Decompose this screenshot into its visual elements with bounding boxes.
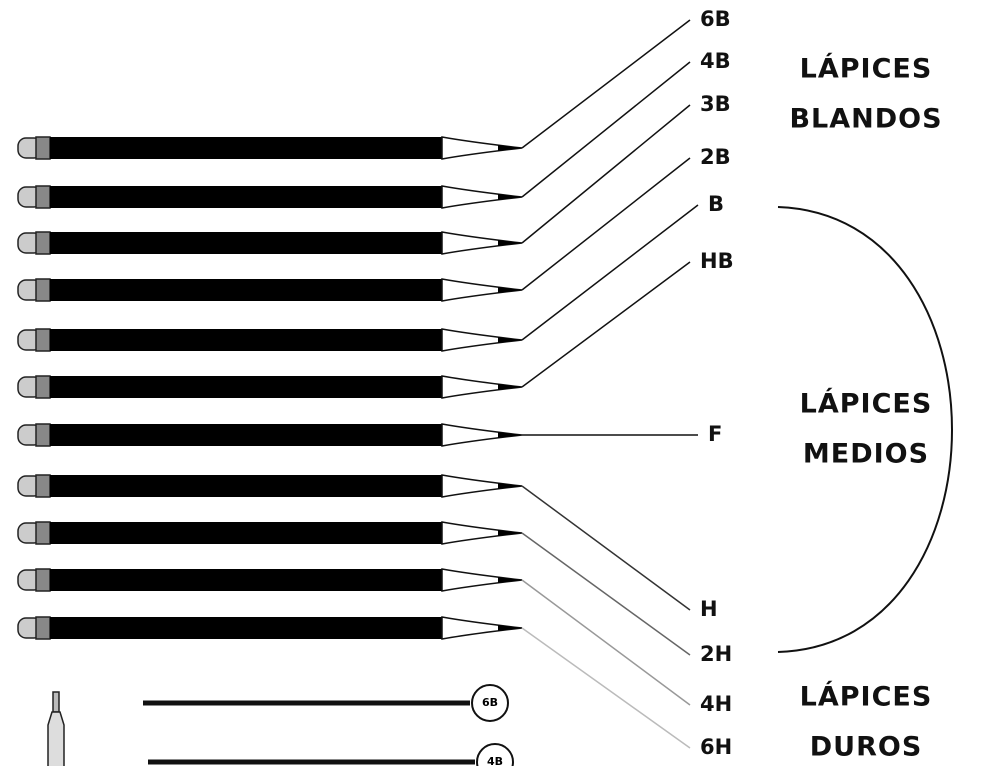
grade-label: 6B	[700, 7, 731, 31]
leader-line	[522, 486, 690, 610]
leader-line	[522, 105, 690, 243]
pencil-ferrule	[36, 329, 50, 351]
leader-line	[522, 533, 690, 655]
pencil	[18, 424, 522, 446]
pencil-ferrule	[36, 475, 50, 497]
pencil-body	[50, 137, 442, 159]
pencil-ferrule	[36, 137, 50, 159]
group-label: LÁPICES	[800, 53, 933, 85]
pencil-body	[50, 475, 442, 497]
pencil-grades-diagram: 6B 4B 3B 2B B HB F H 2H 4H 6H LÁPICES BLANDOS LÁPICES…	[0, 0, 983, 766]
leader-line	[522, 628, 690, 748]
pencil	[18, 232, 522, 254]
grade-label: 6H	[700, 735, 732, 759]
pencil-ferrule	[36, 232, 50, 254]
leader-line	[522, 205, 698, 340]
pencil-ferrule	[36, 376, 50, 398]
pencil-body	[50, 232, 442, 254]
group-label: MEDIOS	[803, 439, 929, 470]
grade-label: 4B	[700, 49, 731, 73]
pencil	[18, 186, 522, 208]
leader-line	[522, 262, 690, 387]
group-label: LÁPICES	[800, 388, 933, 420]
pencil-body	[50, 522, 442, 544]
grade-label: 3B	[700, 92, 731, 116]
pencil	[18, 569, 522, 591]
pencil	[18, 617, 522, 639]
pencil-body	[50, 424, 442, 446]
pencil-ferrule	[36, 522, 50, 544]
grade-label: 2B	[700, 145, 731, 169]
pencil-body	[50, 279, 442, 301]
pencil	[18, 376, 522, 398]
sample-label: 4B	[487, 755, 503, 766]
group-label: LÁPICES	[800, 681, 933, 713]
grade-label: HB	[700, 249, 734, 273]
grade-label: 4H	[700, 692, 732, 716]
pencil-ferrule	[36, 186, 50, 208]
pencil-ferrule	[36, 279, 50, 301]
grade-label: B	[708, 192, 724, 216]
pencil-body	[50, 329, 442, 351]
medium-bracket	[778, 207, 952, 652]
pencil	[18, 279, 522, 301]
leader-line	[522, 158, 690, 290]
pencil-ferrule	[36, 424, 50, 446]
pencil	[18, 475, 522, 497]
pencil-body	[50, 569, 442, 591]
sample-label: 6B	[482, 696, 498, 709]
group-label: BLANDOS	[789, 104, 942, 135]
pencil-body	[50, 186, 442, 208]
pencil	[18, 522, 522, 544]
pencil	[18, 137, 522, 159]
grade-label: 2H	[700, 642, 732, 666]
grade-label: H	[700, 597, 718, 621]
pencil-ferrule	[36, 569, 50, 591]
mechanical-pencil	[48, 692, 64, 766]
leader-line	[522, 580, 690, 705]
pencil-ferrule	[36, 617, 50, 639]
pencil	[18, 329, 522, 351]
pencil-body	[50, 617, 442, 639]
group-label: DUROS	[810, 732, 923, 763]
grade-label: F	[708, 422, 722, 446]
pencil-body	[50, 376, 442, 398]
